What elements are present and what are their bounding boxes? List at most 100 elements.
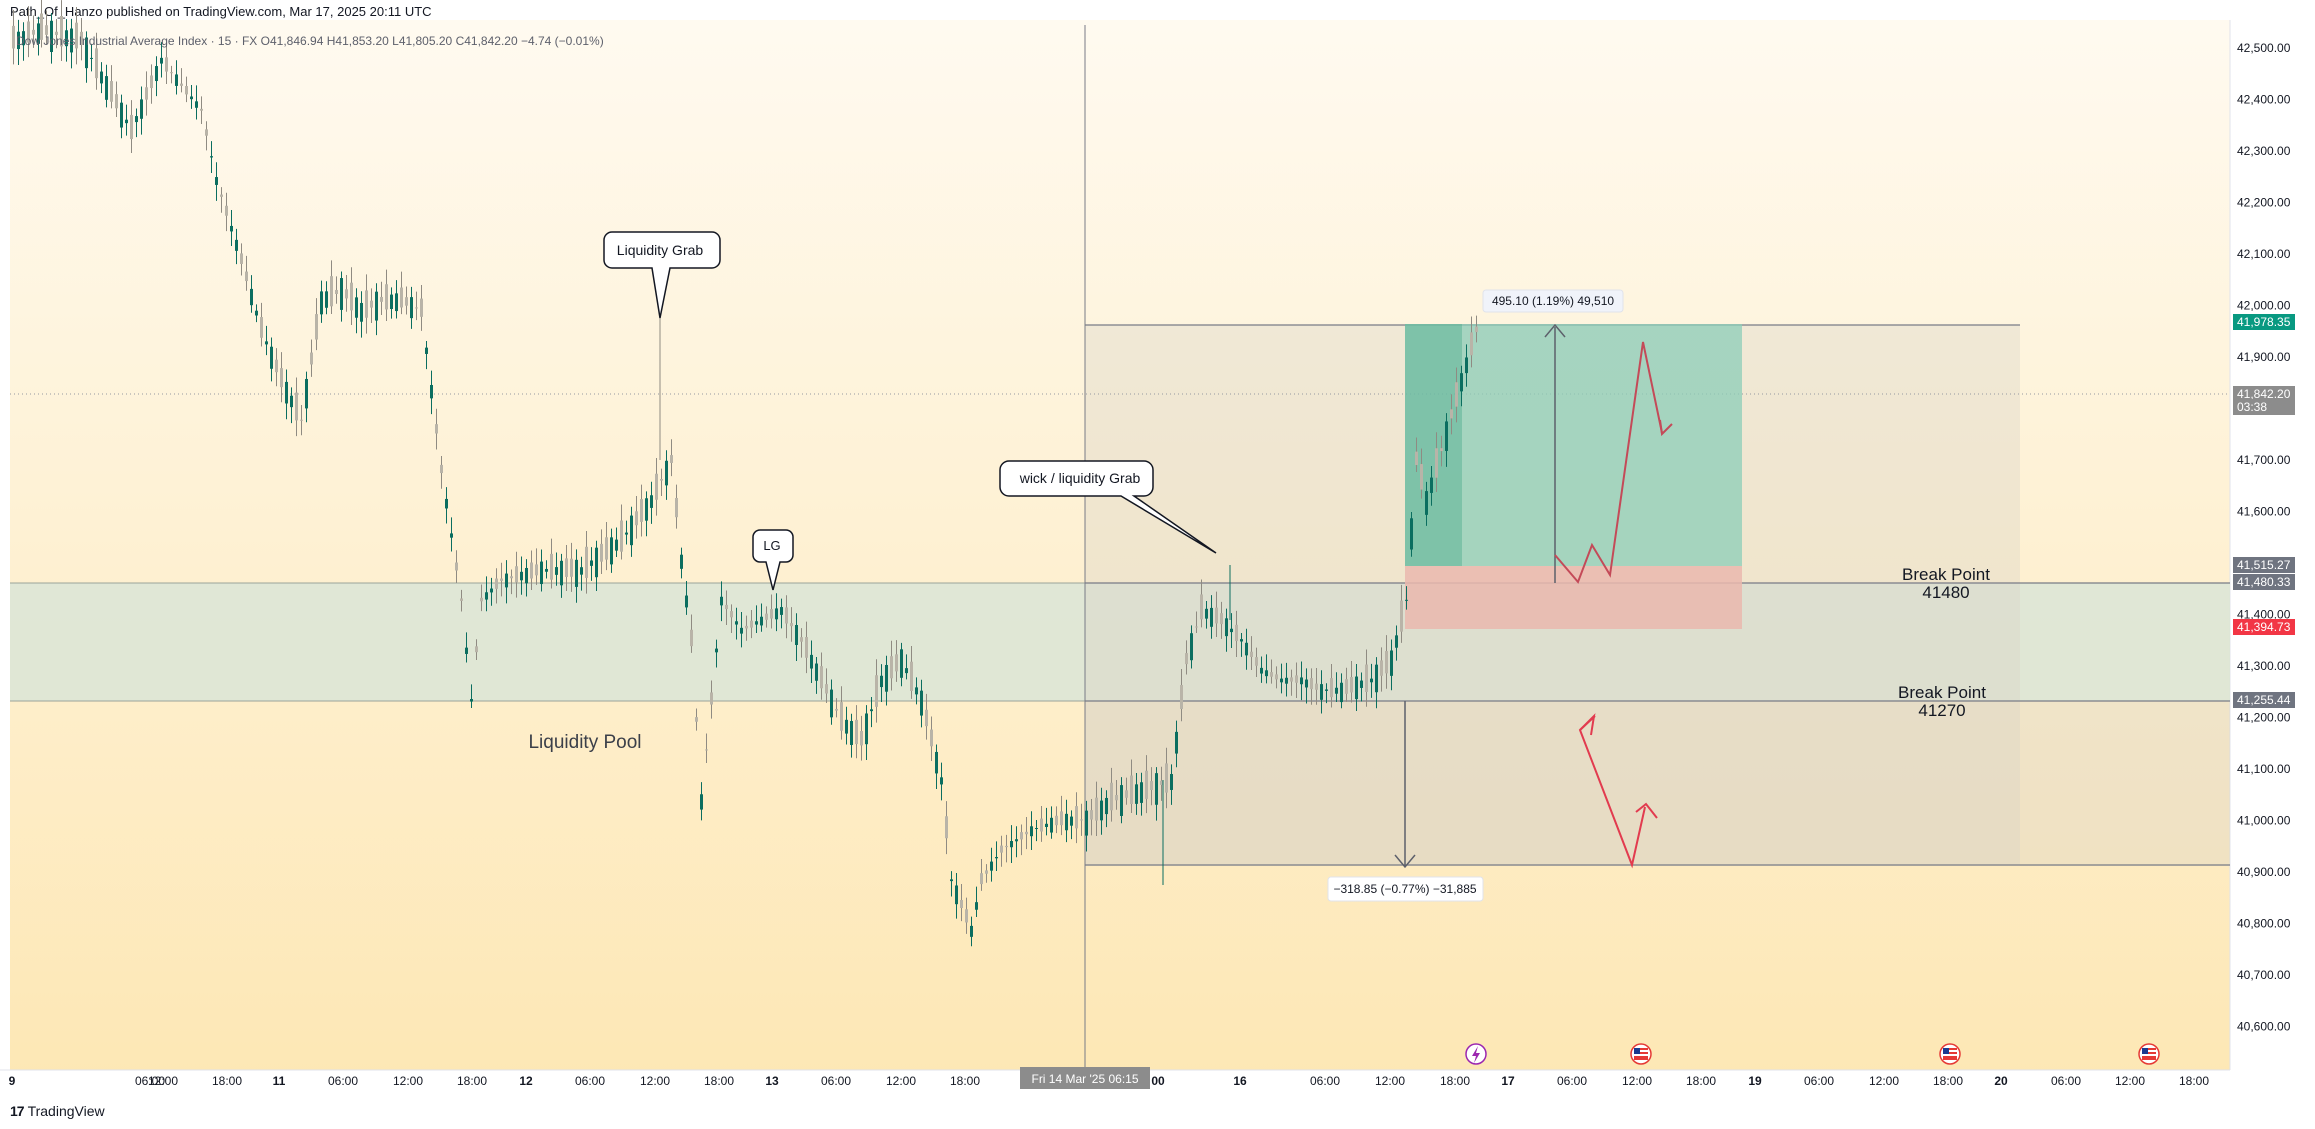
candle-body <box>135 116 138 123</box>
candle-body <box>155 66 158 82</box>
candle-body <box>950 879 953 882</box>
candle-body <box>845 719 848 734</box>
price-tick: 41,200.00 <box>2237 711 2291 725</box>
candle-body <box>1460 373 1463 392</box>
time-tick: 18:00 <box>704 1074 734 1088</box>
candle-body <box>100 71 103 84</box>
candle-body <box>1420 464 1423 490</box>
candle-body <box>825 684 828 694</box>
candle-body <box>480 597 483 602</box>
candle-body <box>940 777 943 785</box>
time-tick: 12 <box>519 1074 533 1088</box>
candle-body <box>200 108 203 111</box>
us-flag-icon[interactable] <box>2138 1043 2160 1065</box>
us-flag-icon[interactable] <box>1939 1043 1961 1065</box>
candle-body <box>1470 332 1473 356</box>
candle-body <box>350 282 353 311</box>
candle-body <box>1020 832 1023 840</box>
candle-body <box>565 558 568 577</box>
candle-body <box>810 654 813 669</box>
lg-callout[interactable]: LG <box>752 529 794 591</box>
ohlc-close: 41,842.20 <box>464 34 518 48</box>
candle-body <box>880 675 883 688</box>
projection-arrow-up <box>1554 341 1663 584</box>
liquidity-grab-callout[interactable]: Liquidity Grab <box>603 231 721 319</box>
candle-body <box>1090 810 1093 820</box>
candle-body <box>115 94 118 109</box>
candle-body <box>345 289 348 299</box>
candle-body <box>1360 680 1363 688</box>
candle-body <box>1390 650 1393 676</box>
candle-body <box>610 537 613 565</box>
price-tick: 42,000.00 <box>2237 299 2291 313</box>
candle-body <box>190 96 193 100</box>
price-badge-text: 41,978.35 <box>2237 315 2291 329</box>
candle-body <box>140 99 143 119</box>
us-flag-icon[interactable] <box>1630 1043 1652 1065</box>
candle-body <box>85 37 88 69</box>
wick-grab-label: wick / liquidity Grab <box>1019 470 1141 486</box>
lg-label: LG <box>763 538 780 553</box>
candle-body <box>815 663 818 681</box>
candle-body <box>890 656 893 679</box>
candle-body <box>1235 624 1238 642</box>
time-tick: 18:00 <box>2179 1074 2209 1088</box>
candle-body <box>1375 664 1378 693</box>
candle-body <box>230 225 233 232</box>
candle-body <box>360 302 363 322</box>
candle-body <box>850 721 853 745</box>
candle-body <box>1105 797 1108 815</box>
candle-body <box>800 637 803 642</box>
price-tick: 41,600.00 <box>2237 505 2291 519</box>
candle-body <box>490 588 493 593</box>
range-box-lower <box>1085 701 2230 866</box>
candle-body <box>410 297 413 319</box>
wick-grab-callout[interactable]: wick / liquidity Grab <box>999 460 1217 554</box>
price-axis[interactable]: 42,500.00 42,400.00 42,300.00 42,200.00 42,1… <box>2237 41 2291 1034</box>
candle-body <box>50 20 53 52</box>
candle-body <box>920 690 923 716</box>
ohlc-high: 41,853.20 <box>335 34 389 48</box>
time-tick: 13 <box>765 1074 779 1088</box>
time-tick: 12:00 <box>886 1074 916 1088</box>
candle-body <box>930 729 933 747</box>
candle-body <box>405 297 408 306</box>
candle-body <box>1140 782 1143 803</box>
candle-body <box>37 23 40 44</box>
candle-body <box>660 478 663 481</box>
tradingview-logo[interactable]: 17 TradingView <box>10 1103 105 1119</box>
price-badge-text: 41,842.20 <box>2237 387 2291 401</box>
candle-body <box>1205 608 1208 619</box>
lightning-icon[interactable] <box>1465 1043 1487 1065</box>
candle-body <box>90 57 93 59</box>
candle-body <box>965 909 968 923</box>
candle-body <box>465 647 468 654</box>
candle-body <box>320 291 323 315</box>
candle-body <box>615 539 618 551</box>
candle-body <box>550 553 553 580</box>
candle-body <box>1175 731 1178 754</box>
candle-body <box>1145 770 1148 799</box>
time-tick: 06:00 <box>135 1074 165 1088</box>
candle-body <box>110 81 113 102</box>
candle-body <box>75 22 78 49</box>
candle-body <box>1250 651 1253 657</box>
time-tick: 18:00 <box>950 1074 980 1088</box>
candle-body <box>790 623 793 627</box>
candle-body <box>335 289 338 295</box>
candle-body <box>365 290 368 318</box>
candle-body <box>840 702 843 731</box>
candle-body <box>1425 491 1428 515</box>
candle-body <box>885 664 888 692</box>
candle-body <box>525 567 528 584</box>
candle-body <box>225 205 228 216</box>
candle-body <box>775 608 778 620</box>
candle-body <box>740 627 743 634</box>
candle-body <box>1455 382 1458 407</box>
candle-body <box>630 515 633 546</box>
price-tick: 40,600.00 <box>2237 1020 2291 1034</box>
candle-body <box>1170 774 1173 790</box>
candle-body <box>170 72 173 74</box>
